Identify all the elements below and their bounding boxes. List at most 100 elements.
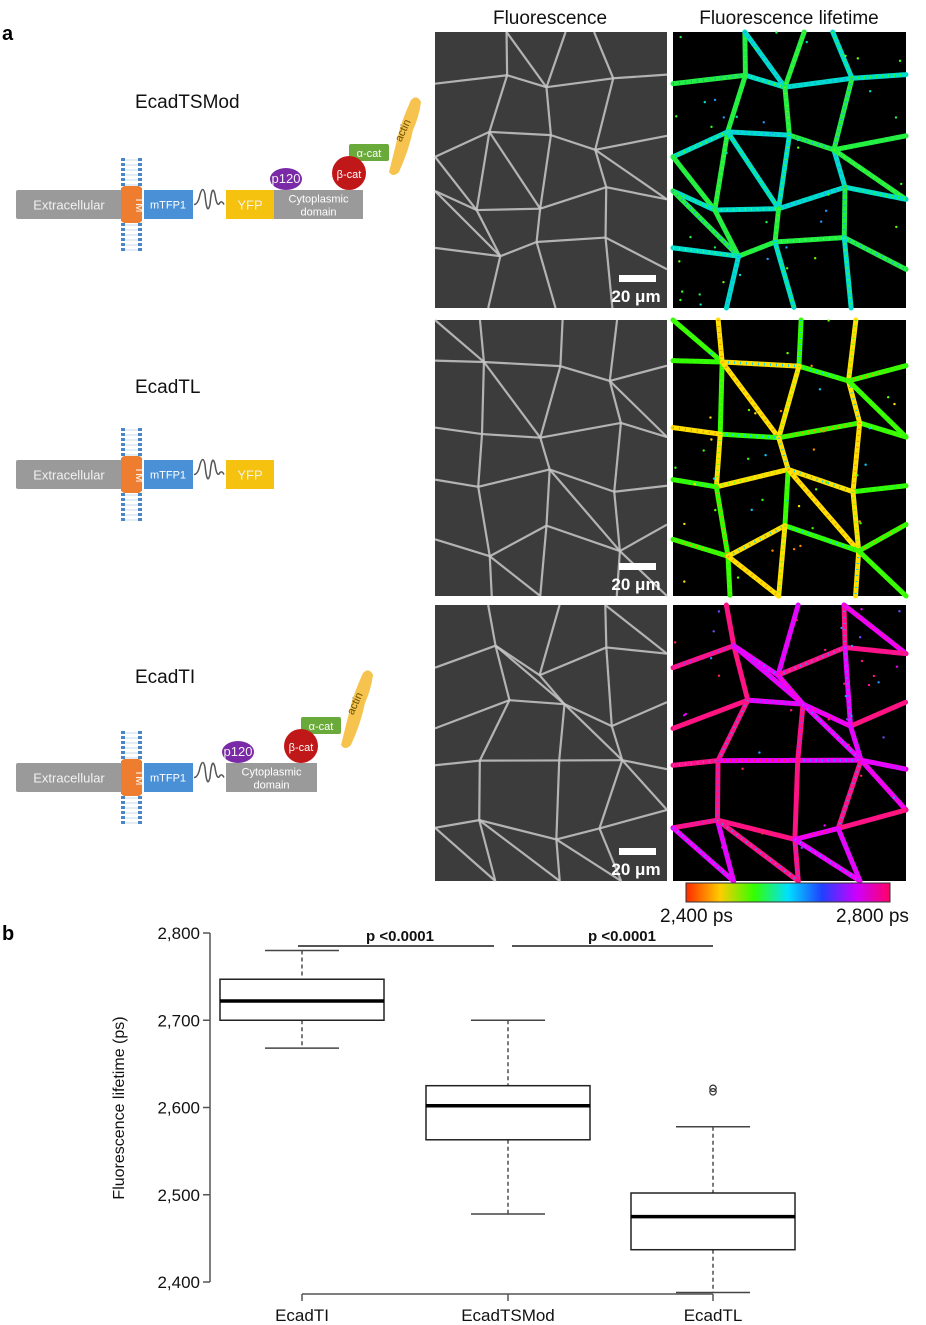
lifetime-noise [683,580,686,583]
lifetime-speckle [672,74,746,85]
lifetime-noise [856,57,860,60]
cell-membrane [615,550,622,597]
cell-membrane [480,361,486,435]
cell-membrane [594,78,615,151]
lifetime-noise [805,40,808,44]
cell-membrane [611,701,668,728]
lifetime-speckle [716,819,800,882]
lifetime-noise [823,824,826,827]
cell-membrane [545,469,551,526]
lifetime-membrane [841,235,909,272]
cell-membrane [545,31,567,88]
cell-membrane [535,208,542,243]
cell-membrane [434,246,501,258]
scale-bar [619,275,656,282]
cell-membrane [604,604,668,655]
lifetime-speckle [727,130,790,137]
lifetime-membrane [713,484,731,559]
cell-membrane [545,87,552,136]
cell-membrane [483,360,561,368]
lifetime-noise [684,712,687,716]
panel-a-letter: a [2,23,14,45]
tm-label: TM [133,197,145,213]
colorbar-min-label: 2,400 ps [660,906,733,927]
cell-membrane [434,699,510,730]
lifetime-membrane [776,184,848,212]
cell-membrane [620,421,668,439]
cell-membrane [434,319,485,363]
cell-membrane [477,468,550,488]
lifetime-membrane [856,522,909,554]
extracellular-domain [16,190,122,219]
scale-bar-label: 20 μm [611,575,660,594]
lifetime-membrane [841,235,854,311]
mtfp1-label: mTFP1 [150,470,186,482]
lifetime-membrane [742,29,788,90]
mtfp1-label: mTFP1 [150,773,186,785]
lifetime-noise [843,682,846,685]
cell-membrane [434,478,479,488]
cell-membrane [550,134,596,151]
x-tick-label: EcadTL [684,1306,743,1325]
cell-membrane [622,759,668,771]
lifetime-membrane [745,697,806,707]
lifetime-membrane [800,701,864,763]
cell-membrane [609,380,668,438]
lifetime-noise [850,714,853,718]
lifetime-membrane [842,644,854,729]
lifetime-noise [775,31,778,34]
lifetime-noise [699,303,702,306]
lifetime-membrane [670,817,720,831]
cell-membrane [489,524,547,558]
cell-membrane [481,432,541,439]
lifetime-noise [722,116,725,119]
lifetime-noise [750,508,753,512]
lifetime-speckle [726,556,732,597]
extracellular-domain [16,460,122,489]
lifetime-noise [895,665,899,668]
lifetime-noise [722,531,726,535]
lifetime-noise [710,352,713,355]
beta-catenin-protein [284,729,318,763]
actin-filament-icon [341,670,373,748]
lifetime-noise [679,35,682,39]
lifetime-noise [900,182,903,186]
lifetime-noise [860,659,864,663]
lifetime-membrane [853,548,862,599]
lifetime-noise [814,257,817,260]
outlier-point [709,1084,717,1093]
lifetime-speckle [833,134,907,152]
lifetime-noise [810,364,813,368]
cell-membrane [610,725,624,761]
y-tick-label: 2,500 [157,1186,200,1205]
lifetime-membrane [835,825,863,884]
lifetime-membrane [670,825,737,884]
lifetime-noise [797,504,801,508]
outlier-point [709,1087,717,1096]
cell-membrane [499,240,537,258]
lifetime-noise [789,299,792,303]
lifetime-noise [893,402,896,406]
cell-membrane [488,74,509,133]
lifetime-noise [867,683,871,687]
lifetime-noise [858,520,861,523]
cell-membrane [494,645,511,701]
lifetime-membrane [670,245,742,259]
fluorescence-image-ecadtl: 20 μm [434,319,668,597]
construct-diagram-ecadtsmod: Extracellular TM mTFP1 YFP Cytoplasmicdomain… [16,97,421,251]
lifetime-membrane [723,253,742,311]
column-title-fluorescence: Fluorescence [493,8,607,29]
cell-membrane [606,186,668,201]
lifetime-noise [872,674,876,678]
yfp-domain [226,460,274,489]
column-title-lifetime: Fluorescence lifetime [699,8,879,29]
lifetime-speckle [832,77,854,151]
cell-membrane [477,434,484,487]
box-iqr [425,1084,591,1141]
lifetime-membrane [772,239,797,311]
lifetime-noise [796,138,800,142]
lifetime-membrane [841,184,848,241]
cell-membrane [599,808,668,830]
lifetime-membrane [670,536,731,559]
